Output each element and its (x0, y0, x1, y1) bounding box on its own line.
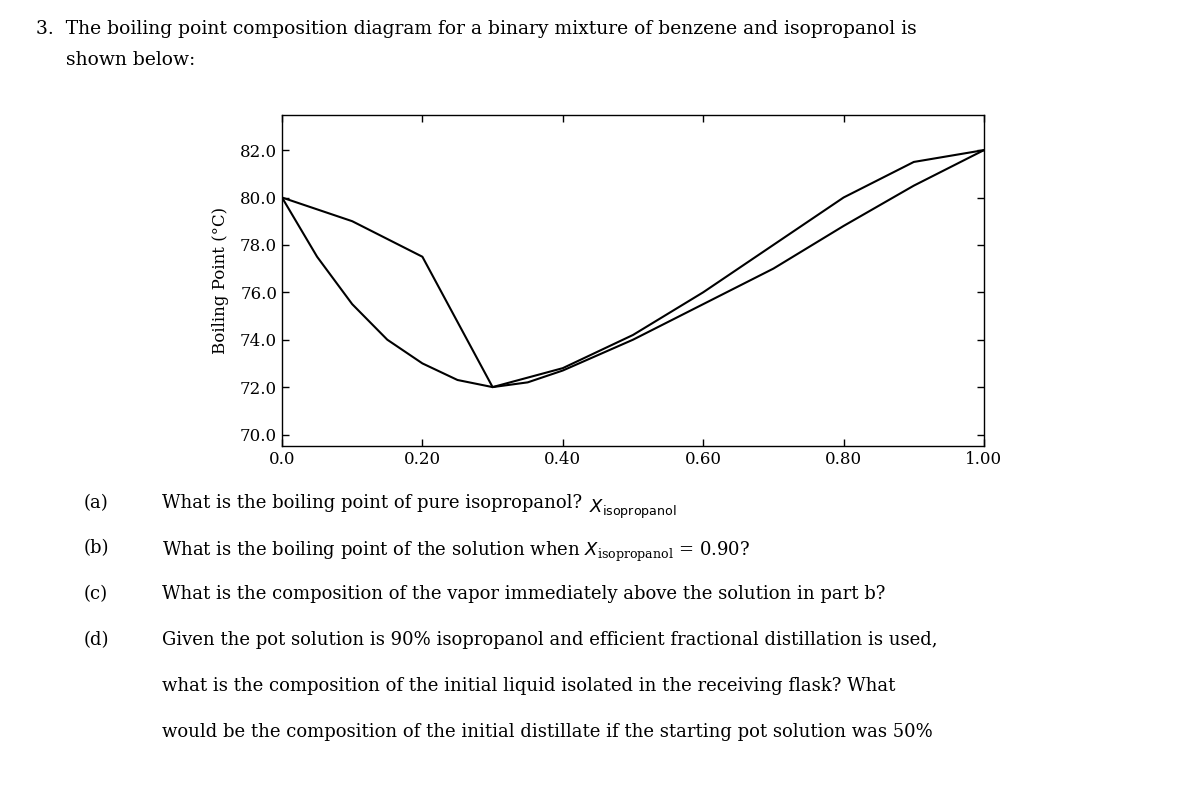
Text: shown below:: shown below: (66, 51, 196, 70)
Text: 3.  The boiling point composition diagram for a binary mixture of benzene and is: 3. The boiling point composition diagram… (36, 20, 917, 38)
Text: (d): (d) (84, 631, 109, 649)
Text: What is the composition of the vapor immediately above the solution in part b?: What is the composition of the vapor imm… (162, 585, 886, 604)
Text: (b): (b) (84, 540, 109, 558)
Text: What is the boiling point of the solution when $X_{\mathregular{isopropanol}}$ =: What is the boiling point of the solutio… (162, 540, 750, 564)
Text: what is the composition of the initial liquid isolated in the receiving flask? W: what is the composition of the initial l… (162, 677, 895, 695)
Y-axis label: Boiling Point (°C): Boiling Point (°C) (212, 207, 229, 354)
Text: What is the boiling point of pure isopropanol?: What is the boiling point of pure isopro… (162, 494, 582, 512)
Text: would be the composition of the initial distillate if the starting pot solution : would be the composition of the initial … (162, 723, 932, 741)
Text: Given the pot solution is 90% isopropanol and efficient fractional distillation : Given the pot solution is 90% isopropano… (162, 631, 937, 649)
Text: (c): (c) (84, 585, 108, 604)
Text: $X_{\mathregular{isopropanol}}$: $X_{\mathregular{isopropanol}}$ (589, 498, 677, 521)
Text: (a): (a) (84, 494, 109, 512)
